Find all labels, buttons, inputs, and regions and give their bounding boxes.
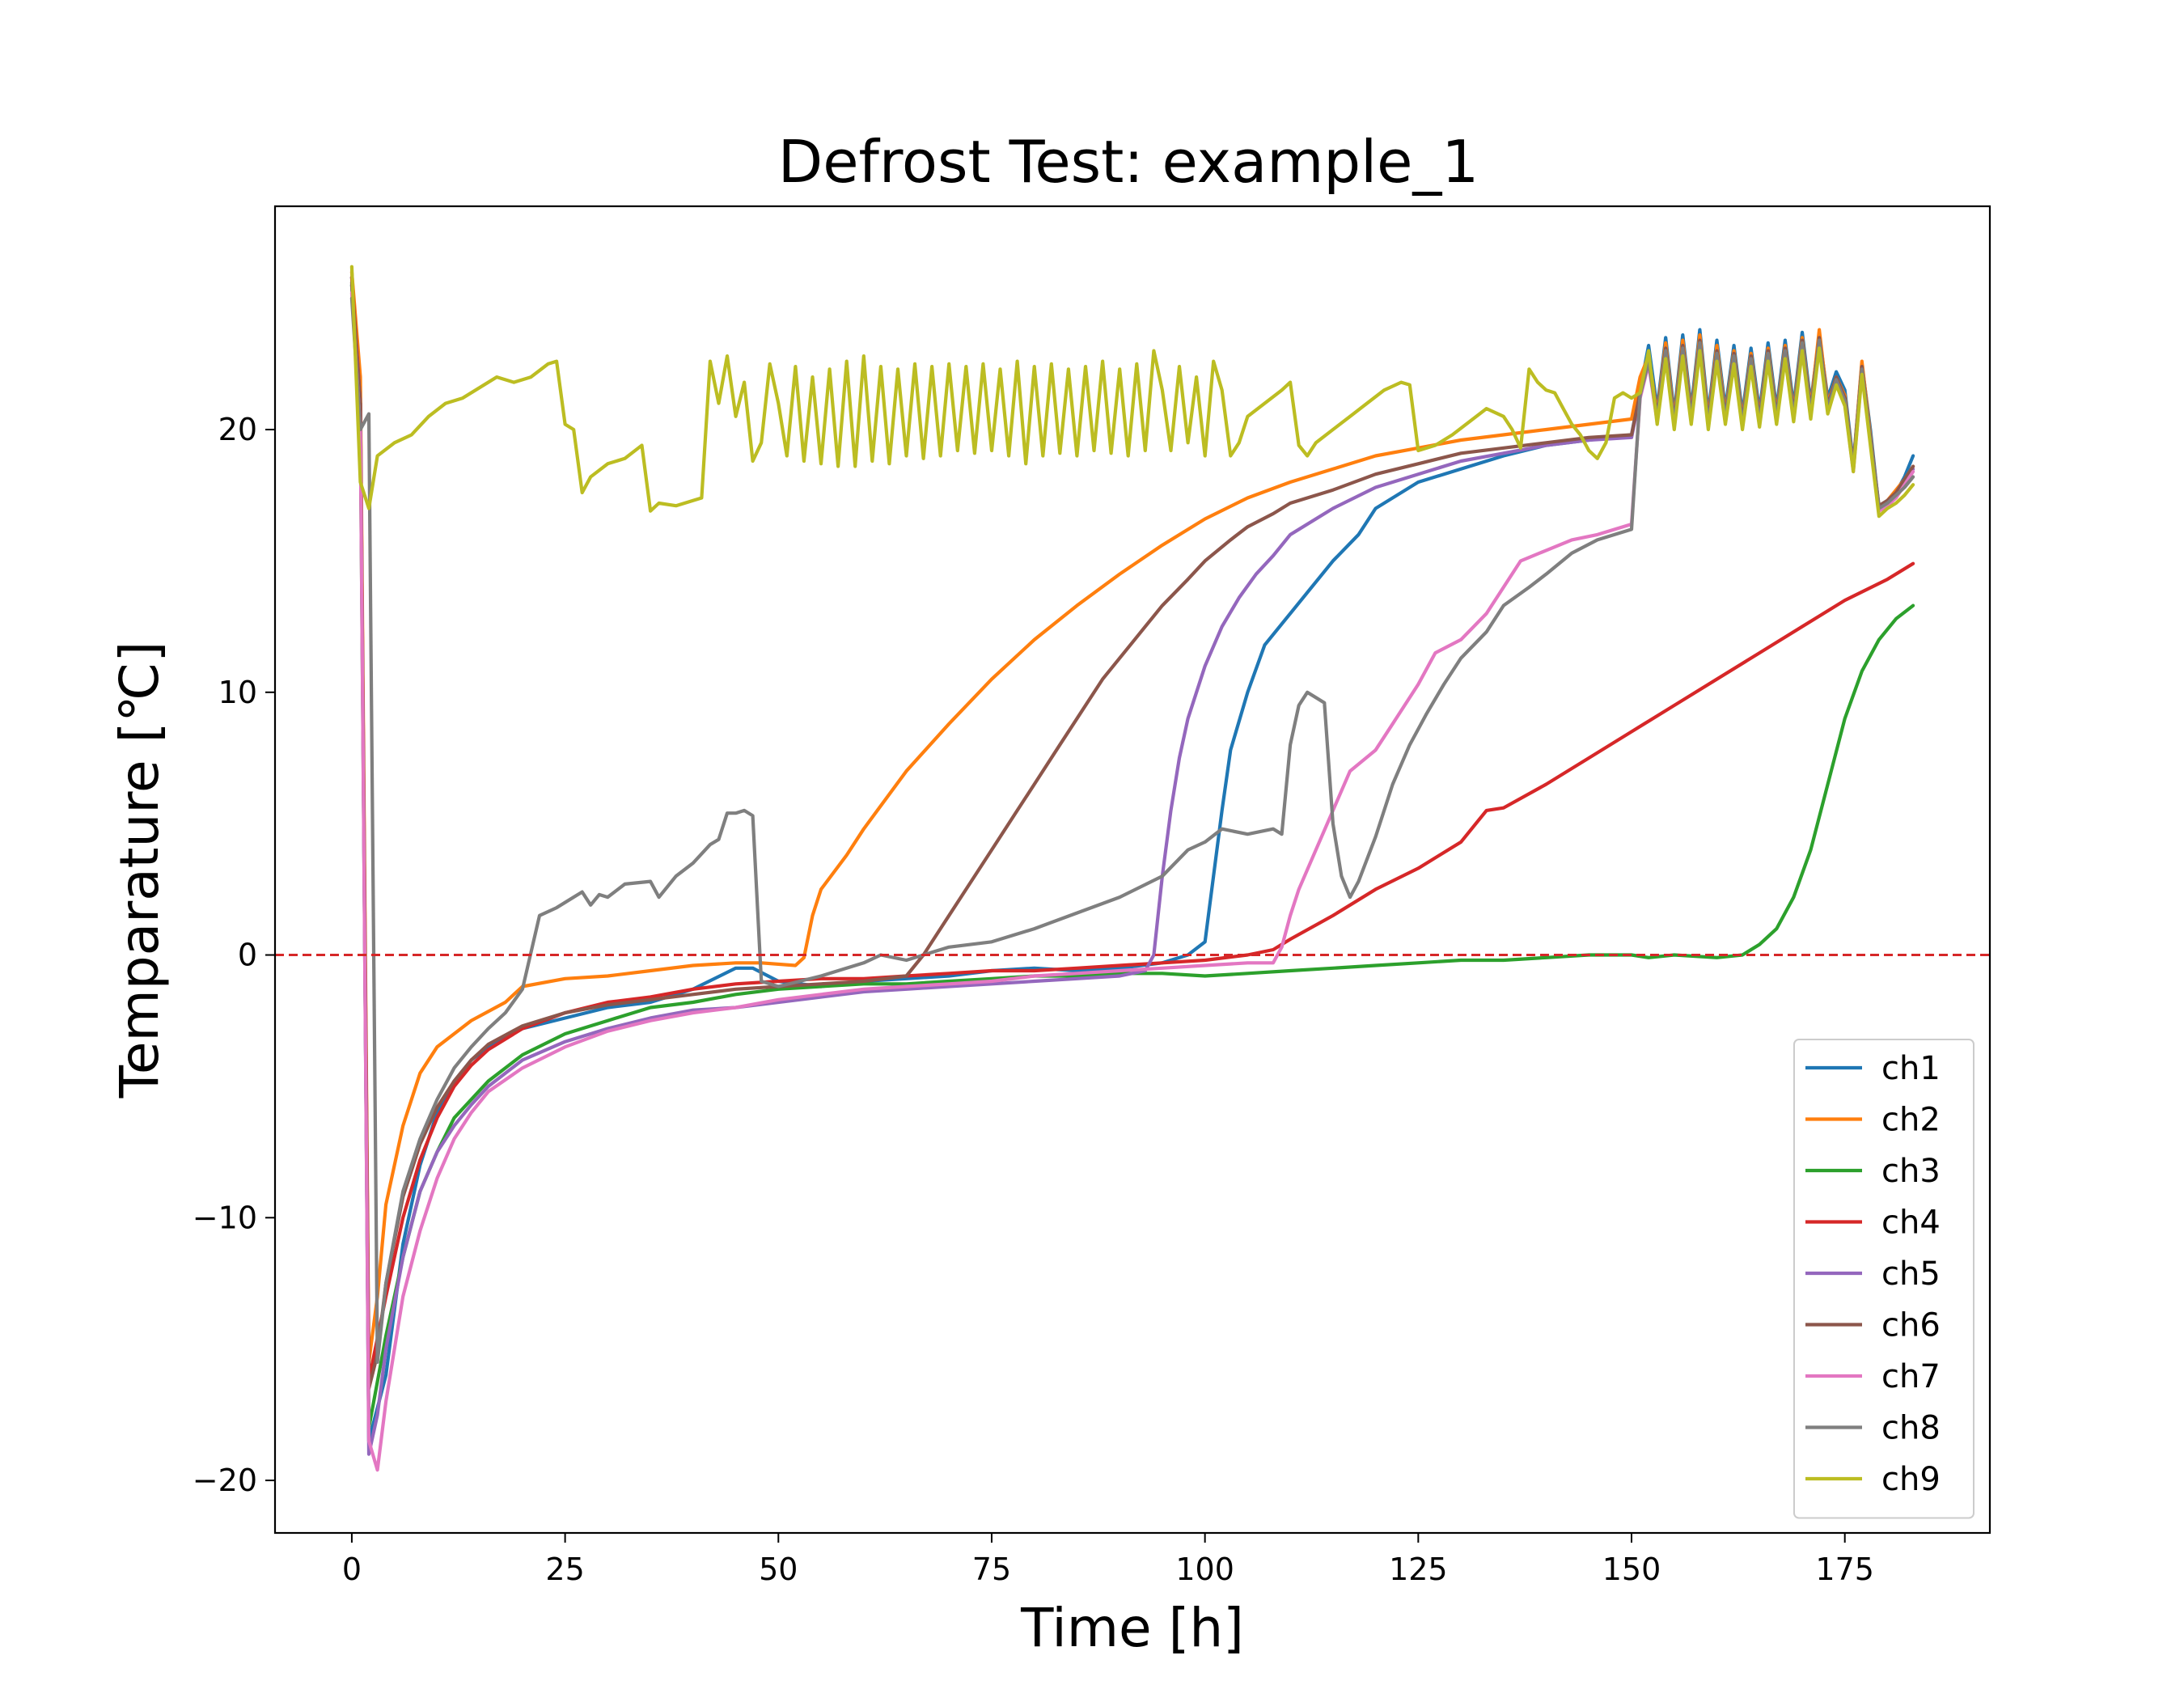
plot-frame [273,205,1991,1535]
x-tick-label: 50 [759,1552,798,1587]
legend-label-ch2: ch2 [1881,1102,1941,1139]
chart-title: Defrost Test: example_1 [778,128,1479,196]
series-layer [275,265,1990,1472]
legend-label-ch5: ch5 [1881,1255,1941,1293]
y-tick-label: 0 [238,938,257,973]
legend-label-ch8: ch8 [1881,1410,1941,1447]
series-line-ch3 [349,283,1915,1430]
y-tick-label: −10 [193,1200,257,1235]
series-line-ch4 [349,275,1915,1382]
y-axis: −20 −10 0 10 20 [193,412,275,1498]
x-tick-label: 75 [972,1552,1011,1587]
legend-label-ch9: ch9 [1881,1461,1941,1498]
legend-box [1793,1039,1974,1519]
x-tick-label: 150 [1602,1552,1661,1587]
y-axis-label: Temparature [℃] [108,641,171,1099]
legend: ch1 ch2 ch3 ch4 ch5 ch6 ch7 ch8 ch9 [1793,1039,1974,1519]
legend-label-ch7: ch7 [1881,1358,1941,1395]
y-tick-label: 20 [218,412,257,447]
x-tick-label: 125 [1389,1552,1448,1587]
x-axis-label: Time [h] [1020,1597,1244,1659]
x-tick-label: 100 [1175,1552,1234,1587]
x-axis: 0 25 50 75 100 125 150 175 [342,1533,1874,1587]
y-tick-label: −20 [193,1463,257,1498]
series-line-ch9 [349,265,1915,519]
y-tick-label: 10 [218,675,257,710]
legend-label-ch4: ch4 [1881,1205,1941,1242]
x-tick-label: 175 [1815,1552,1874,1587]
x-tick-label: 0 [342,1552,362,1587]
x-tick-label: 25 [545,1552,584,1587]
legend-label-ch6: ch6 [1881,1307,1941,1344]
legend-label-ch3: ch3 [1881,1153,1941,1190]
legend-label-ch1: ch1 [1881,1050,1941,1087]
